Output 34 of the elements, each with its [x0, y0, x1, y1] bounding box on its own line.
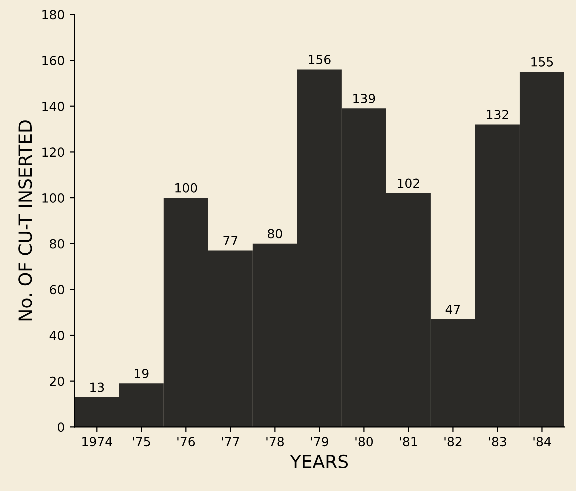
x-tick-label: '81 [400, 437, 418, 447]
data-label: 80 [268, 229, 282, 239]
x-tick-label: '83 [489, 437, 506, 447]
data-label: 77 [224, 236, 238, 246]
x-tick-label: '75 [133, 437, 150, 447]
x-tick-label: 1974 [82, 437, 112, 447]
y-tick-label: 80 [50, 239, 64, 249]
data-label: 47 [446, 304, 460, 314]
y-tick-label: 160 [42, 56, 64, 66]
x-tick-label: '76 [178, 437, 196, 447]
data-label: 19 [135, 368, 149, 378]
data-label: 139 [354, 94, 376, 104]
y-tick-label: 100 [42, 194, 64, 203]
x-axis-title: YEARS [290, 454, 348, 469]
data-label: 100 [176, 183, 198, 193]
x-tick-label: '79 [311, 437, 328, 447]
y-tick-label: 180 [42, 10, 64, 20]
y-tick-label: 0 [58, 422, 64, 432]
data-label: 13 [90, 382, 104, 392]
x-tick-label: '77 [222, 437, 240, 446]
data-label: 132 [487, 110, 508, 120]
y-tick-label: 20 [50, 376, 64, 386]
data-label: 102 [398, 178, 420, 188]
x-tick-label: '78 [266, 437, 284, 447]
y-tick-label: 40 [50, 330, 64, 340]
y-tick-label: 60 [50, 285, 64, 295]
y-tick-label: 140 [42, 102, 64, 112]
y-axis-title: No. OF CU-T INSERTED [18, 120, 32, 321]
x-tick-label: '80 [356, 437, 374, 447]
data-label: 156 [309, 55, 331, 65]
y-tick-label: 120 [42, 148, 64, 158]
data-label: 155 [532, 58, 554, 67]
x-tick-label: '84 [534, 437, 552, 447]
x-tick-label: '82 [444, 437, 462, 447]
